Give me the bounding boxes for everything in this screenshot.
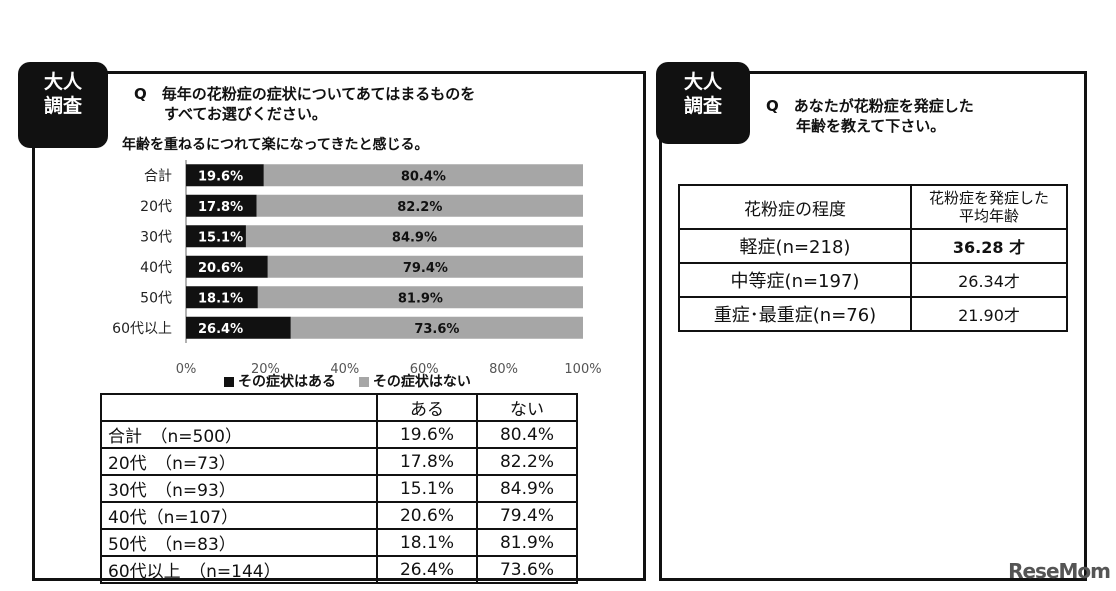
cell-yes: 18.1% xyxy=(376,528,478,557)
table-row: 60代以上 （n=144） 26.4% 73.6% xyxy=(100,555,578,584)
x-tick-label: 20% xyxy=(251,362,280,377)
header-onset-line-2: 平均年齢 xyxy=(958,207,1019,225)
table-row: 軽症(n=218) 36.28 才 xyxy=(678,228,1068,264)
table-row: 20代 （n=73） 17.8% 82.2% xyxy=(100,447,578,476)
onset-age-value: 26.34才 xyxy=(910,262,1068,298)
bar-segment-yes xyxy=(186,286,258,309)
x-tick-label: 40% xyxy=(330,362,359,377)
question-line-2: 年齢を教えて下さい。 xyxy=(766,117,946,135)
chart-subtitle: 年齢を重ねるにつれて楽になってきたと感じる。 xyxy=(122,137,429,153)
row-label: 60代以上 （n=144） xyxy=(100,555,378,584)
cell-no: 73.6% xyxy=(476,555,578,584)
data-label-no: 80.4% xyxy=(401,169,446,184)
category-label: 60代以上 xyxy=(112,321,172,337)
bar-segment-yes xyxy=(186,164,264,187)
left-data-table: ある ない 合計 （n=500） 19.6% 80.4% 20代 （n=73） … xyxy=(100,393,578,584)
table-header-cell: ある xyxy=(376,393,478,422)
header-severity: 花粉症の程度 xyxy=(678,184,912,230)
data-label-yes: 17.8% xyxy=(198,200,243,215)
bar-segment-yes xyxy=(186,316,291,339)
cell-yes: 20.6% xyxy=(376,501,478,530)
data-label-yes: 20.6% xyxy=(198,261,243,276)
header-onset-line-1: 花粉症を発症した xyxy=(928,189,1049,207)
data-label-yes: 19.6% xyxy=(198,169,243,184)
category-label: 20代 xyxy=(140,199,172,215)
table-header-cell xyxy=(100,393,378,422)
table-row: 合計 （n=500） 19.6% 80.4% xyxy=(100,420,578,449)
data-label-yes: 18.1% xyxy=(198,291,243,306)
cell-yes: 19.6% xyxy=(376,420,478,449)
bar-segment-no xyxy=(263,164,583,187)
cell-yes: 17.8% xyxy=(376,447,478,476)
x-tick-label: 60% xyxy=(410,362,439,377)
bar-segment-yes xyxy=(186,225,246,248)
row-label: 30代 （n=93） xyxy=(100,474,378,503)
cell-yes: 15.1% xyxy=(376,474,478,503)
right-question: Q あなたが花粉症を発症した 年齢を教えて下さい。 xyxy=(766,96,974,136)
legend-item-yes: その症状はある xyxy=(224,374,336,390)
bar-segment-no xyxy=(245,225,583,248)
legend-item-no: その症状はない xyxy=(358,374,471,390)
bar-segment-yes xyxy=(186,194,257,217)
bar-segment-no xyxy=(256,194,583,217)
badge-line-1: 大人 xyxy=(43,71,82,93)
chart-legend: その症状はある その症状はない xyxy=(224,371,471,391)
question-line-2: すべてお選びください。 xyxy=(134,105,327,123)
data-label-no: 73.6% xyxy=(414,322,459,337)
data-label-yes: 15.1% xyxy=(198,230,243,245)
x-tick-label: 100% xyxy=(564,362,601,377)
x-tick-label: 80% xyxy=(489,362,518,377)
badge-line-1: 大人 xyxy=(683,71,722,93)
table-header-cell: ない xyxy=(476,393,578,422)
cell-yes: 26.4% xyxy=(376,555,478,584)
table-header-row: 花粉症の程度 花粉症を発症した 平均年齢 xyxy=(678,184,1068,230)
badge-line-2: 調査 xyxy=(683,95,722,117)
left-question: Q 毎年の花粉症の症状についてあてはまるものを すべてお選びください。 xyxy=(134,84,475,124)
bar-segment-no xyxy=(267,255,583,278)
category-label: 50代 xyxy=(140,290,172,306)
data-label-no: 81.9% xyxy=(398,291,443,306)
resemom-watermark: ReseMom xyxy=(1008,559,1111,583)
data-label-no: 84.9% xyxy=(392,230,437,245)
table-row: 重症･最重症(n=76) 21.90才 xyxy=(678,296,1068,332)
bar-segment-no xyxy=(290,316,583,339)
data-label-yes: 26.4% xyxy=(198,322,243,337)
cell-no: 80.4% xyxy=(476,420,578,449)
onset-age-value: 36.28 才 xyxy=(910,228,1068,264)
row-label: 20代 （n=73） xyxy=(100,447,378,476)
bar-segment-yes xyxy=(186,255,268,278)
left-survey-badge: 大人 調査 xyxy=(18,62,108,148)
table-header-row: ある ない xyxy=(100,393,578,422)
cell-no: 82.2% xyxy=(476,447,578,476)
row-label: 合計 （n=500） xyxy=(100,420,378,449)
onset-age-value: 21.90才 xyxy=(910,296,1068,332)
cell-no: 84.9% xyxy=(476,474,578,503)
category-label: 30代 xyxy=(140,229,172,245)
severity-label: 重症･最重症(n=76) xyxy=(678,296,912,332)
data-label-no: 79.4% xyxy=(403,261,448,276)
category-label: 合計 xyxy=(144,168,172,184)
table-row: 50代 （n=83） 18.1% 81.9% xyxy=(100,528,578,557)
severity-label: 軽症(n=218) xyxy=(678,228,912,264)
table-row: 40代（n=107） 20.6% 79.4% xyxy=(100,501,578,530)
x-tick-label: 0% xyxy=(176,362,197,377)
badge-line-2: 調査 xyxy=(43,95,82,117)
bar-segment-no xyxy=(257,286,583,309)
question-line-1: Q 毎年の花粉症の症状についてあてはまるものを xyxy=(134,85,476,103)
onset-age-table: 花粉症の程度 花粉症を発症した 平均年齢 軽症(n=218) 36.28 才 中… xyxy=(678,184,1068,332)
table-row: 30代 （n=93） 15.1% 84.9% xyxy=(100,474,578,503)
table-row: 中等症(n=197) 26.34才 xyxy=(678,262,1068,298)
row-label: 50代 （n=83） xyxy=(100,528,378,557)
data-label-no: 82.2% xyxy=(397,200,442,215)
cell-no: 81.9% xyxy=(476,528,578,557)
category-label: 40代 xyxy=(140,260,172,276)
cell-no: 79.4% xyxy=(476,501,578,530)
row-label: 40代（n=107） xyxy=(100,501,378,530)
right-survey-badge: 大人 調査 xyxy=(656,62,750,144)
question-line-1: Q あなたが花粉症を発症した xyxy=(766,97,974,115)
severity-label: 中等症(n=197) xyxy=(678,262,912,298)
header-onset-age: 花粉症を発症した 平均年齢 xyxy=(910,184,1068,230)
